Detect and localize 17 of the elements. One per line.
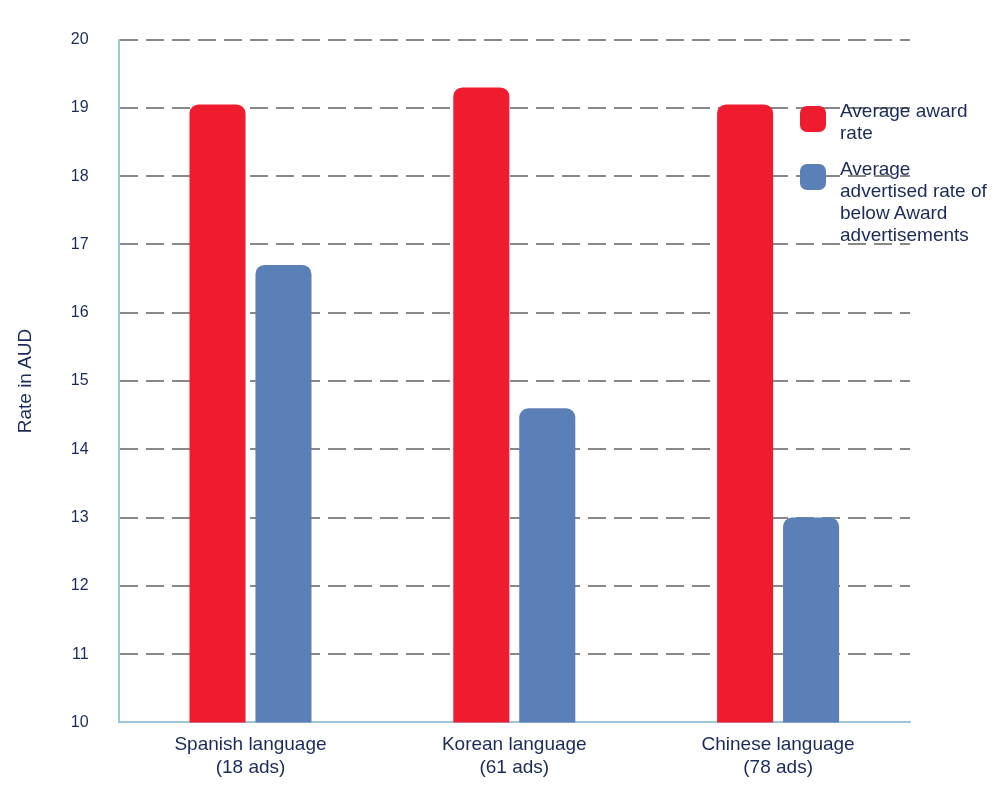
y-axis-title: Rate in AUD: [13, 328, 35, 434]
y-tick-label: 10: [70, 712, 89, 730]
y-tick-label: 16: [70, 303, 89, 321]
y-tick-label: 12: [70, 576, 89, 594]
x-tick-label: Chinese language (78 ads): [701, 733, 855, 777]
legend-label: Average award rate: [840, 100, 969, 144]
y-tick-label: 20: [70, 30, 89, 48]
y-tick-label: 18: [70, 166, 89, 184]
y-tick-label: 17: [70, 234, 89, 252]
x-tick-label: Korean language (61 ads): [441, 733, 587, 777]
y-tick-label: 15: [70, 371, 89, 389]
x-tick-label: Spanish language (18 ads): [174, 733, 327, 777]
y-tick-label: 19: [70, 98, 89, 116]
legend-label: Average advertised rate of below Award advertisements: [840, 158, 988, 246]
y-tick-label: 11: [71, 644, 89, 662]
y-tick-label: 13: [70, 507, 89, 525]
y-tick-label: 14: [70, 439, 89, 457]
